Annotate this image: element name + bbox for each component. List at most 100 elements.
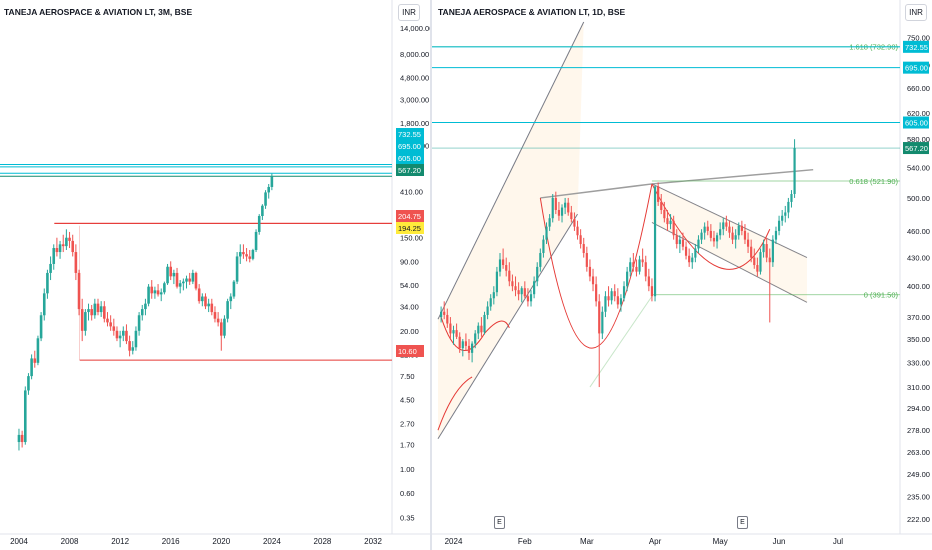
candle-body — [109, 322, 112, 327]
candle-body — [131, 347, 135, 351]
panel-divider[interactable] — [430, 0, 432, 550]
candle-body — [588, 266, 592, 277]
y-tick-label: 7.50 — [400, 372, 415, 381]
channel-upper-line — [437, 21, 585, 320]
candle-body — [58, 244, 62, 253]
y-tick-label: 222.00 — [907, 515, 930, 524]
candle-body — [579, 235, 582, 245]
candle-body — [644, 262, 647, 277]
candle-body — [483, 314, 486, 333]
candle-body — [712, 237, 716, 242]
right-currency-button[interactable]: INR — [905, 4, 927, 21]
x-tick-label: 2032 — [364, 537, 382, 546]
candle-body — [201, 296, 204, 302]
candle-body — [498, 259, 502, 272]
candle-body — [616, 296, 619, 305]
price-badge-label: 204.75 — [398, 212, 421, 221]
candle-body — [709, 230, 712, 238]
candle-body — [106, 318, 109, 323]
price-badge — [903, 142, 929, 155]
candle-body — [582, 244, 585, 254]
candle-body — [790, 193, 793, 202]
candle-body — [261, 205, 264, 217]
x-tick-label: Jul — [833, 537, 843, 546]
price-badge — [396, 128, 424, 140]
candle-body — [765, 244, 768, 258]
candle-body — [103, 306, 106, 319]
candle-body — [33, 358, 37, 363]
price-badge-label: 194.25 — [398, 224, 421, 233]
candle-body — [213, 312, 217, 319]
fib-level-label: 0 (391.50) — [864, 291, 899, 300]
earnings-marker-icon[interactable]: E — [737, 516, 748, 529]
candle-body — [99, 306, 103, 313]
candle-body — [601, 311, 604, 334]
candle-body — [756, 265, 759, 272]
candle-body — [235, 256, 239, 282]
candle-body — [77, 272, 81, 310]
candle-body — [238, 252, 242, 257]
x-tick-label: Mar — [580, 537, 594, 546]
left-chart-title: TANEJA AEROSPACE & AVIATION LT, 3M, BSE — [4, 7, 193, 17]
candle-body — [663, 209, 666, 219]
candle-body — [80, 309, 84, 331]
y-tick-label: 750.00 — [907, 34, 930, 43]
earnings-marker-icon[interactable]: E — [494, 516, 505, 529]
candle-body — [678, 239, 681, 245]
candle-body — [731, 232, 734, 240]
candle-body — [20, 434, 24, 443]
price-badge — [903, 40, 929, 53]
candle-body — [576, 226, 579, 236]
neckline-trendline — [540, 168, 814, 199]
x-tick-label: Jun — [773, 537, 786, 546]
y-tick-label: 1,800.00 — [400, 119, 429, 128]
candle-body — [30, 358, 33, 377]
candle-body — [536, 266, 539, 282]
candle-body — [762, 244, 765, 253]
x-tick-label: 2020 — [212, 537, 230, 546]
right-chart-panel[interactable]: 750.00700.00660.00620.00580.00540.00500.… — [432, 0, 932, 550]
y-tick-label: 500.00 — [907, 194, 930, 203]
left-chart-panel[interactable]: 14,000.00 8,000.00 4,800.00 3,000.00 1,800.0… — [0, 0, 430, 550]
y-tick-label: 90.00 — [400, 257, 419, 266]
price-badge-label: 567.20 — [905, 144, 928, 153]
y-tick-label: 2.70 — [400, 419, 415, 428]
right-chart-title: TANEJA AEROSPACE & AVIATION LT, 1D, BSE — [438, 7, 626, 17]
price-badge — [396, 140, 424, 152]
candle-body — [526, 296, 530, 302]
candle-body — [722, 222, 725, 230]
rising-channel-fill — [438, 22, 584, 439]
left-currency-button[interactable]: INR — [398, 4, 420, 21]
candle-body — [514, 286, 517, 291]
candle-body — [188, 278, 191, 282]
candle-body — [93, 303, 97, 316]
candle-body — [74, 252, 78, 273]
candle-body — [27, 376, 30, 391]
cup-recovery-curve — [589, 295, 653, 388]
candle-body — [672, 220, 675, 236]
candle-body — [112, 326, 116, 331]
candle-body — [564, 202, 567, 208]
y-tick-label: 4,800.00 — [400, 74, 429, 83]
candle-body — [570, 212, 573, 220]
candle-body — [489, 298, 492, 307]
price-badge-label: 10.60 — [398, 347, 417, 356]
x-tick-label: 2016 — [162, 537, 180, 546]
y-tick-label: 580.00 — [907, 135, 930, 144]
candle-body — [42, 293, 46, 316]
candle-body — [480, 325, 483, 333]
y-tick-label: 14,000.00 — [400, 24, 430, 33]
right-chart-canvas[interactable]: 750.00700.00660.00620.00580.00540.00500.… — [432, 0, 932, 550]
candle-body — [197, 288, 201, 302]
left-chart-canvas[interactable]: 14,000.00 8,000.00 4,800.00 3,000.00 1,800.0… — [0, 0, 430, 550]
candle-body — [226, 301, 229, 319]
candle-body — [650, 286, 654, 297]
candle-body — [551, 197, 554, 219]
handle-curve — [651, 183, 771, 270]
x-tick-label: May — [713, 537, 728, 546]
candle-body — [182, 281, 185, 284]
candle-body — [734, 235, 737, 240]
candle-body — [471, 343, 474, 353]
candle-body — [585, 253, 588, 267]
candle-body — [759, 252, 762, 272]
